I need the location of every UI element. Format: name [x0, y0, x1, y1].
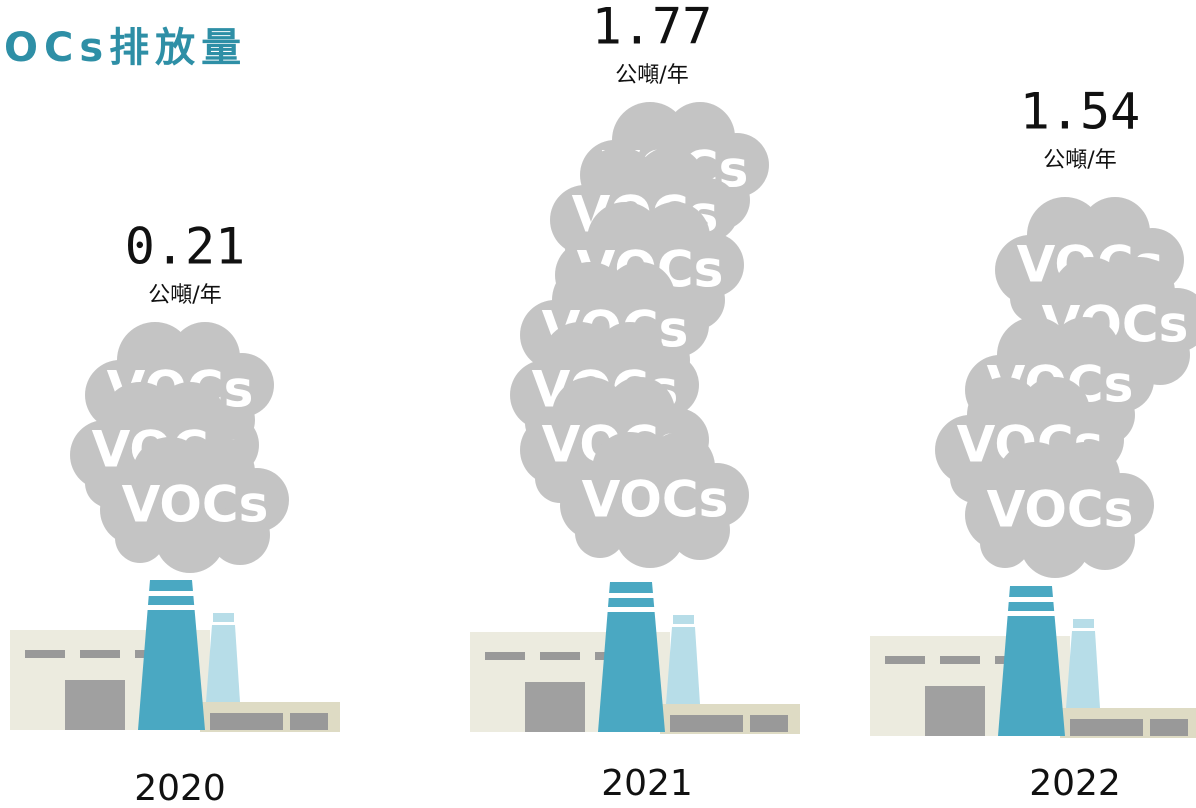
chimney-stripe — [146, 591, 196, 596]
window — [705, 715, 743, 732]
window — [750, 715, 788, 732]
window — [80, 650, 120, 658]
window — [670, 715, 708, 732]
window — [485, 652, 525, 660]
cloud-puff — [670, 500, 730, 560]
window — [210, 713, 248, 730]
factory — [10, 580, 340, 732]
factory — [870, 586, 1196, 738]
main-chimney — [998, 586, 1065, 736]
small-chimney — [206, 625, 240, 702]
chimney-stripe — [146, 605, 196, 610]
cloud-puff — [615, 498, 685, 568]
chimney-stripe — [606, 593, 656, 598]
door — [65, 680, 125, 730]
window — [1150, 719, 1188, 736]
small-chimney — [666, 627, 700, 704]
window — [1070, 719, 1108, 736]
value-label: 1.54 — [1020, 83, 1140, 141]
cloud: VOCs — [560, 432, 749, 568]
window — [940, 656, 980, 664]
cloud-puff — [1020, 508, 1090, 578]
chimney-stripe — [606, 607, 656, 612]
window — [1105, 719, 1143, 736]
unit-label: 公噸/年 — [148, 283, 221, 308]
cloud-label: VOCs — [987, 481, 1134, 539]
year-label: 2020 — [134, 768, 226, 808]
main-chimney — [598, 582, 665, 732]
cloud: VOCs — [965, 442, 1154, 578]
small-chimney-cap — [213, 613, 234, 622]
year-label: 2022 — [1029, 763, 1121, 804]
value-label: 1.77 — [592, 0, 712, 56]
window — [245, 713, 283, 730]
cloud: VOCs — [100, 437, 289, 573]
factory — [470, 582, 800, 734]
cloud-label: VOCs — [122, 476, 269, 534]
cloud-puff — [210, 505, 270, 565]
small-chimney — [1066, 631, 1100, 708]
window — [25, 650, 65, 658]
cloud-puff — [155, 503, 225, 573]
unit-label: 公噸/年 — [1043, 148, 1116, 173]
small-chimney-cap — [673, 615, 694, 624]
small-chimney-cap — [1073, 619, 1094, 628]
cloud-label: VOCs — [582, 471, 729, 529]
window — [290, 713, 328, 730]
main-chimney — [138, 580, 205, 730]
chart-title: OCs排放量 — [4, 25, 247, 71]
chimney-stripe — [1006, 611, 1056, 616]
unit-label: 公噸/年 — [615, 63, 688, 88]
door — [525, 682, 585, 732]
window — [540, 652, 580, 660]
year-label: 2021 — [601, 763, 693, 804]
cloud-puff — [115, 513, 165, 563]
window — [885, 656, 925, 664]
cloud-puff — [575, 508, 625, 558]
door — [925, 686, 985, 736]
chimney-stripe — [1006, 597, 1056, 602]
cloud-puff — [1075, 510, 1135, 570]
cloud-puff — [980, 518, 1030, 568]
value-label: 0.21 — [125, 218, 245, 276]
